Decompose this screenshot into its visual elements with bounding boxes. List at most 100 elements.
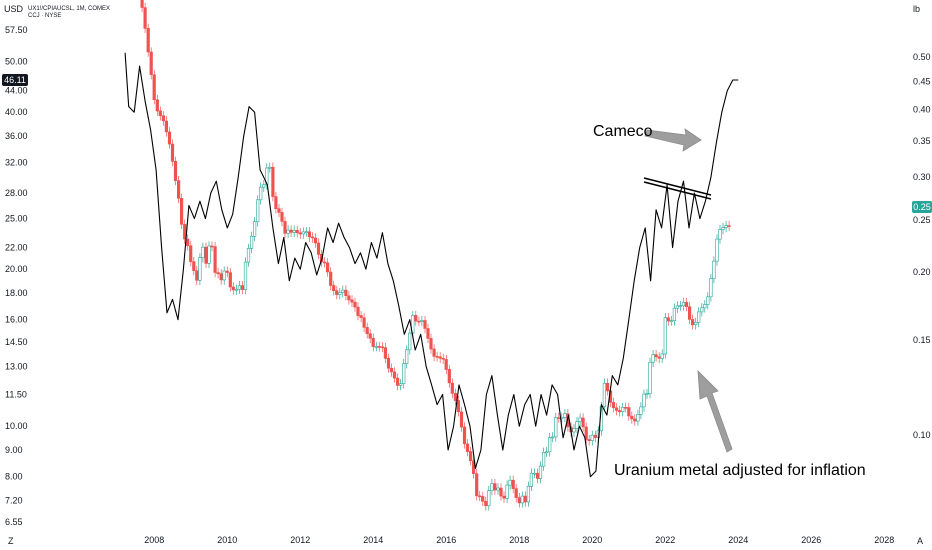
candle-body (316, 242, 321, 255)
candle-body (295, 230, 299, 234)
uranium-annotation: Uranium metal adjusted for inflation (614, 462, 866, 479)
left-last-value: 46.11 (4, 75, 26, 85)
candle-body (453, 393, 458, 401)
candle-body (721, 227, 725, 230)
candle-body (307, 231, 312, 238)
candle-body (444, 359, 448, 370)
candle-body (435, 355, 439, 358)
candle-body (678, 305, 683, 308)
candle-body (660, 353, 664, 359)
candle-body (344, 289, 348, 297)
candle-body (557, 417, 561, 419)
candle-body (253, 221, 257, 237)
candle-body (663, 317, 667, 355)
candle-body (520, 495, 524, 504)
candle-body (657, 356, 661, 359)
auto-scale-button[interactable]: A (917, 536, 923, 546)
right-last-value: 0.25 (913, 202, 931, 212)
candle-body (140, 0, 144, 8)
candle-body (216, 272, 220, 275)
candle-body (246, 248, 251, 263)
candle-body (164, 120, 169, 133)
left-tick-label: 7.20 (5, 496, 23, 506)
uranium-candles (140, 0, 731, 511)
candle-body (192, 261, 196, 271)
candle-body (481, 496, 485, 502)
candle-body (624, 406, 628, 409)
x-tick-label: 2020 (582, 535, 602, 545)
candle-body (329, 271, 333, 286)
candle-body (274, 196, 278, 210)
candle-body (395, 377, 400, 386)
candle-body (231, 286, 235, 291)
symbol-line: UX1!/CPIAUCSL, 1M, COMEX (28, 6, 110, 12)
candle-body (514, 488, 518, 498)
candle-body (350, 299, 354, 303)
left-currency-label: USD (4, 4, 24, 14)
zoom-button[interactable]: Z (8, 536, 14, 546)
candle-body (700, 307, 704, 313)
candle-body (636, 413, 640, 422)
cameco-line-layer (124, 52, 739, 478)
candle-body (152, 74, 156, 100)
candle-body (703, 304, 707, 309)
candle-body (146, 27, 150, 53)
right-last-value-badge: 0.25 (912, 201, 932, 213)
candle-body (505, 484, 509, 499)
candle-body (201, 246, 205, 259)
left-tick-label: 28.00 (5, 188, 28, 198)
candle-body (694, 322, 698, 325)
candle-body (365, 327, 369, 334)
x-axis-ticks: 2008 2010 2012 2014 2016 2018 2020 2022 2024 2026… (144, 535, 894, 545)
right-tick-label: 0.35 (913, 136, 931, 146)
right-tick-label: 0.10 (913, 430, 931, 440)
candle-body (593, 434, 597, 438)
candle-body (286, 229, 290, 234)
candle-body (186, 238, 190, 246)
candle-body (353, 301, 357, 308)
candle-body (681, 302, 686, 307)
candle-body (250, 235, 254, 249)
right-tick-label: 0.25 (913, 215, 931, 225)
candle-body (356, 306, 360, 316)
candle-body (298, 232, 302, 235)
candle-body (605, 382, 610, 392)
candle-body (292, 230, 296, 233)
candle-body (392, 371, 397, 379)
candle-body (468, 451, 473, 462)
candle-body (687, 306, 692, 320)
candle-body (496, 487, 500, 491)
candle-body (633, 418, 637, 422)
left-tick-label: 36.00 (5, 131, 28, 141)
candle-body (499, 487, 503, 497)
candle-body (450, 382, 454, 394)
left-tick-label: 32.00 (5, 158, 28, 168)
candle-body (432, 348, 436, 357)
left-tick-label: 16.00 (5, 315, 28, 325)
left-tick-label: 18.00 (5, 288, 28, 298)
candle-body (502, 495, 506, 499)
candle-body (645, 393, 649, 395)
candle-body (222, 270, 226, 281)
candle-body (411, 315, 415, 334)
candle-body (195, 270, 199, 281)
candle-body (441, 357, 445, 360)
candle-body (602, 382, 606, 407)
x-tick-label: 2014 (363, 535, 383, 545)
candle-body (712, 260, 716, 280)
candle-body (377, 346, 381, 348)
candle-body (548, 437, 552, 453)
candle-body (478, 495, 482, 498)
candle-body (526, 485, 530, 503)
candle-body (319, 254, 324, 263)
candle-body (423, 320, 427, 329)
candle-body (587, 439, 591, 442)
candle-body (675, 305, 679, 309)
cameco-arrow (644, 128, 702, 152)
candle-body (684, 302, 689, 307)
right-tick-label: 0.45 (913, 77, 931, 87)
right-tick-label: 0.20 (913, 267, 931, 277)
candle-body (551, 436, 555, 439)
candle-body (280, 212, 284, 222)
